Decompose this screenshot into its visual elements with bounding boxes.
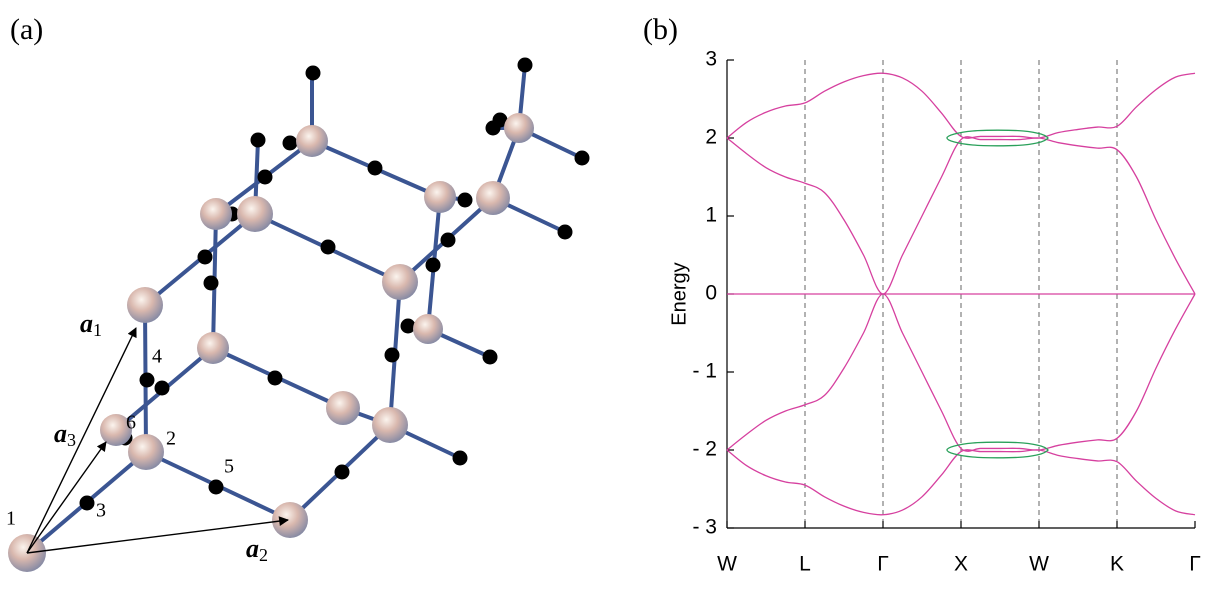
y-tick-label: 1 <box>705 204 717 227</box>
band-chart: Energy W L Γ X W K Γ - 3 - 2 - 1 0 1 2 3 <box>668 48 1201 576</box>
panel-label: (b) <box>643 13 678 46</box>
y-tick-label: - 1 <box>692 360 717 383</box>
bond-center <box>400 318 416 334</box>
lattice-vector <box>26 327 137 554</box>
y-tick-label: - 2 <box>692 438 717 461</box>
lattice-site <box>127 287 163 323</box>
vector-index: 3 <box>67 430 76 450</box>
site-label: 5 <box>224 456 234 478</box>
lattice-site <box>372 407 408 443</box>
lattice-diagram <box>8 57 590 572</box>
lattice-site <box>476 181 510 215</box>
bond-center <box>197 249 213 265</box>
panel-label: (a) <box>10 13 43 46</box>
x-tick-label: W <box>717 553 737 576</box>
bond-center <box>257 169 273 185</box>
bond-center <box>492 112 508 128</box>
x-tick-label: Γ <box>877 553 889 576</box>
bond-center <box>250 132 266 148</box>
x-tick-label: Γ <box>1189 553 1201 576</box>
band-line <box>726 136 1196 295</box>
bond-center <box>203 275 219 291</box>
y-tick-label: 2 <box>705 126 717 149</box>
site-label: 4 <box>152 346 162 368</box>
bond-center <box>557 224 573 240</box>
bond-center <box>334 464 350 480</box>
band-line <box>946 129 1049 147</box>
bond-center <box>452 450 468 466</box>
site-label: 1 <box>6 508 16 530</box>
band-line <box>946 441 1049 459</box>
bond-center <box>305 65 321 81</box>
lattice-vector <box>26 516 289 554</box>
vector-label: a2 <box>246 534 268 565</box>
y-tick-label: 0 <box>705 282 717 305</box>
vector-label: a1 <box>80 309 102 340</box>
lattice-site <box>197 332 229 364</box>
site-label: 6 <box>126 412 136 434</box>
lattice-site <box>413 314 443 344</box>
bond-center <box>482 349 498 365</box>
lattice-site <box>272 502 308 538</box>
vector-index: 1 <box>93 320 102 340</box>
lattice-site <box>128 434 164 470</box>
x-tick-label: W <box>1029 553 1049 576</box>
vector-symbol: a <box>80 309 93 338</box>
lattice-site <box>237 196 273 232</box>
y-tick-label: - 3 <box>692 516 717 539</box>
band-line <box>726 449 1196 516</box>
bond-center <box>139 372 155 388</box>
lattice-site <box>504 113 534 143</box>
bond-center <box>154 380 170 396</box>
x-tick-label: L <box>799 553 811 576</box>
lattice-site <box>296 125 328 157</box>
y-tick-label: 3 <box>705 48 717 71</box>
lattice-labels: 1 2 3 4 5 6 a1 a2 a3 <box>6 309 268 565</box>
vector-symbol: a <box>246 534 259 563</box>
lattice-site <box>424 181 456 213</box>
lattice-vector <box>26 441 107 554</box>
y-axis-label: Energy <box>668 262 690 325</box>
bond-center <box>574 150 590 166</box>
bond-center <box>208 479 224 495</box>
vector-index: 2 <box>259 545 268 565</box>
vector-symbol: a <box>54 419 67 448</box>
lattice-site <box>200 198 232 230</box>
bond-center <box>440 232 456 248</box>
band-line <box>726 293 1196 452</box>
lattice-site <box>382 264 418 300</box>
x-tick-label: K <box>1110 553 1124 576</box>
vector-label: a3 <box>54 419 76 450</box>
bond-center <box>517 57 533 73</box>
bond-center <box>79 495 95 511</box>
bond-center <box>320 239 336 255</box>
bond-center <box>425 257 441 273</box>
band-line <box>726 72 1196 139</box>
site-label: 2 <box>166 428 176 450</box>
bond-center <box>267 370 283 386</box>
lattice-site <box>326 391 360 425</box>
lattice-site <box>100 414 132 446</box>
bond-center <box>457 192 473 208</box>
x-tick-label: X <box>954 553 968 576</box>
bond-center <box>384 347 400 363</box>
bond-center <box>282 135 298 151</box>
site-label: 3 <box>96 500 106 522</box>
bond-center <box>367 160 383 176</box>
